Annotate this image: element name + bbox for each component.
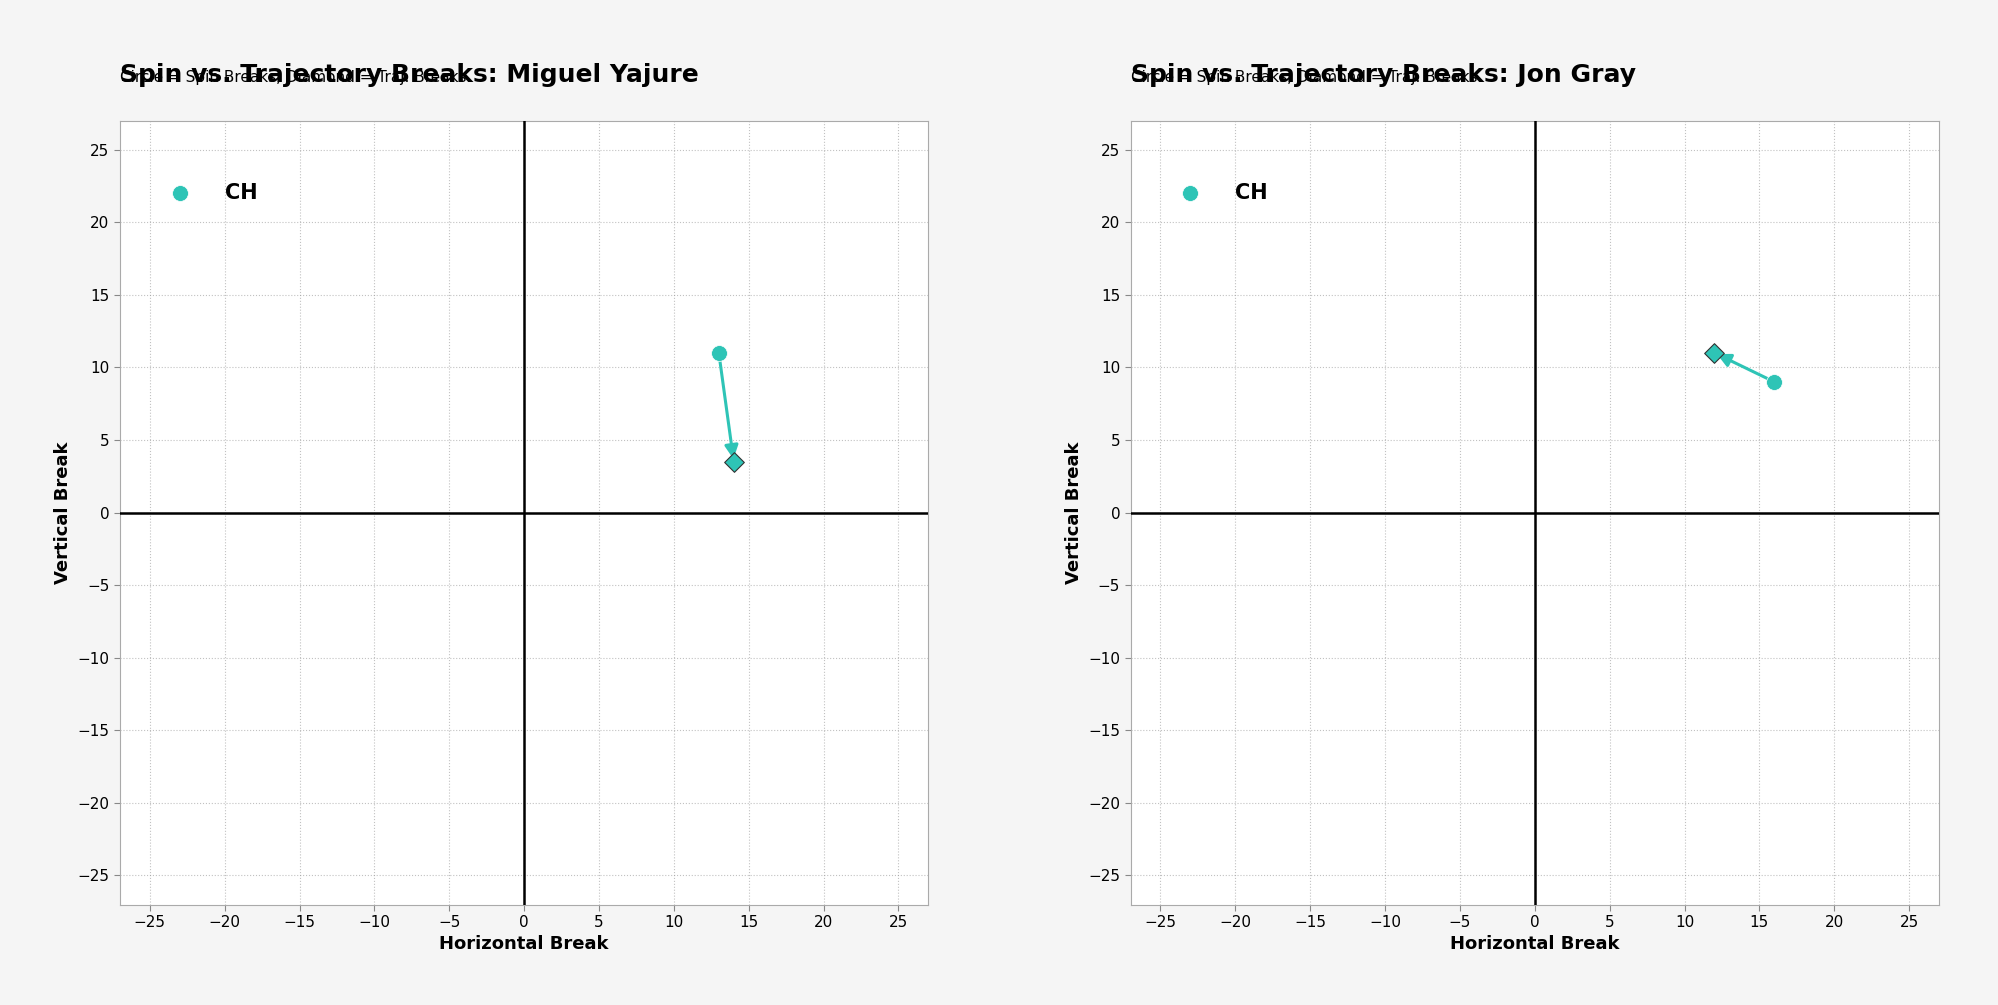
Y-axis label: Vertical Break: Vertical Break	[1065, 441, 1083, 584]
Text: Spin vs. Trajectory Breaks: Jon Gray: Spin vs. Trajectory Breaks: Jon Gray	[1131, 62, 1634, 86]
Point	[703, 345, 735, 361]
Text: Circle = Spin Breaks, Diamond = Traj. Breaks: Circle = Spin Breaks, Diamond = Traj. Br…	[120, 70, 466, 85]
Point	[717, 453, 749, 469]
Point	[1698, 345, 1730, 361]
X-axis label: Horizontal Break: Horizontal Break	[1449, 936, 1618, 954]
Point	[164, 185, 196, 201]
Text: CH: CH	[1235, 183, 1267, 203]
X-axis label: Horizontal Break: Horizontal Break	[440, 936, 609, 954]
Point	[1175, 185, 1207, 201]
Text: CH: CH	[224, 183, 258, 203]
Point	[1758, 374, 1790, 390]
Text: Circle = Spin Breaks, Diamond = Traj. Breaks: Circle = Spin Breaks, Diamond = Traj. Br…	[1131, 70, 1477, 85]
Y-axis label: Vertical Break: Vertical Break	[54, 441, 72, 584]
Text: Spin vs. Trajectory Breaks: Miguel Yajure: Spin vs. Trajectory Breaks: Miguel Yajur…	[120, 62, 699, 86]
